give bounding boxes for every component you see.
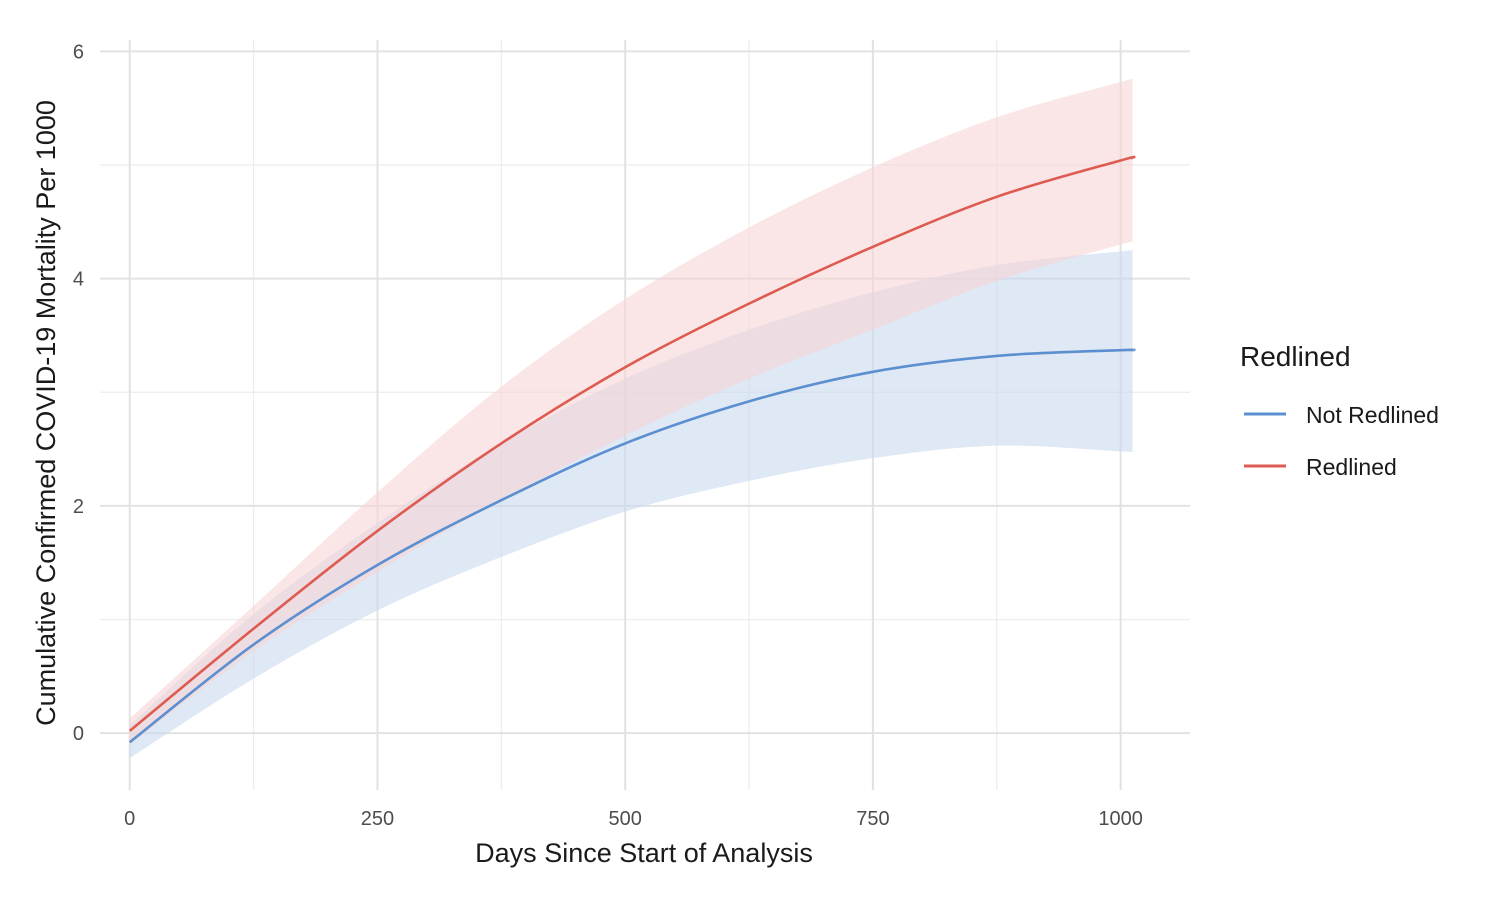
tick-labels: 0 250 500 750 1000 0 2 4 6	[73, 41, 1143, 830]
legend: Redlined Not Redlined Redlined	[1240, 341, 1439, 480]
x-tick-label: 250	[361, 808, 394, 830]
x-tick-label: 0	[124, 808, 135, 830]
legend-title: Redlined	[1240, 341, 1351, 372]
y-tick-label: 2	[73, 496, 84, 518]
y-tick-label: 4	[73, 269, 84, 291]
confidence-bands	[129, 78, 1135, 759]
y-tick-label: 6	[73, 41, 84, 63]
y-axis-title: Cumulative Confirmed COVID-19 Mortality …	[31, 100, 61, 726]
x-tick-label: 500	[608, 808, 641, 830]
y-tick-label: 0	[73, 723, 84, 745]
series-line-not-redlined	[128, 348, 1136, 744]
confidence-band-redlined	[129, 78, 1135, 745]
legend-label-not-redlined: Not Redlined	[1306, 402, 1439, 428]
x-tick-label: 750	[856, 808, 889, 830]
x-tick-label: 1000	[1098, 808, 1143, 830]
x-axis-title: Days Since Start of Analysis	[475, 838, 813, 868]
confidence-band-not-redlined	[129, 249, 1135, 759]
series-line-redlined	[128, 155, 1136, 732]
series-lines	[128, 155, 1136, 744]
legend-label-redlined: Redlined	[1306, 454, 1397, 480]
